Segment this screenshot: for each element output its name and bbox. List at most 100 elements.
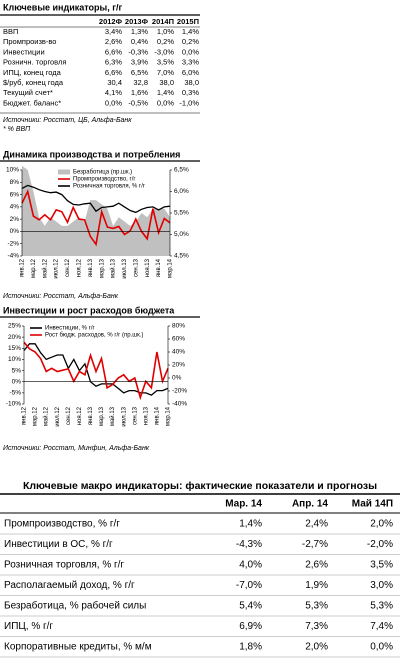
legend-label: Безработица (пр.шк.) (73, 170, 132, 176)
y-tick-label: 5% (12, 367, 22, 374)
x-tick-label: сен.12 (66, 406, 72, 425)
cell: 2,6% (305, 560, 328, 571)
row-label: Располагаемый доход, % г/г (4, 580, 135, 591)
row-label: Розничная торговля, % г/г (4, 560, 124, 571)
col-header: Май 14П (352, 499, 393, 510)
y-tick-label: 8% (10, 179, 20, 186)
legend-swatch (58, 169, 70, 175)
cell: 7,3% (305, 621, 328, 632)
x-tick-label: ноя.12 (77, 258, 83, 277)
x-tick-label: янв.12 (20, 258, 26, 277)
y2-tick-label: 80% (172, 323, 185, 330)
x-tick-label: мар.13 (99, 258, 105, 278)
legend-label: Розничная торговля, % г/г (73, 184, 146, 190)
cell: -2,7% (302, 539, 328, 550)
x-tick-label: май.12 (41, 258, 48, 278)
legend-label: Рост бюдж. расходов, % г/г (пр.шк.) (45, 333, 143, 339)
cell: 2,4% (305, 519, 328, 530)
chart-title: Динамика производства и потребления (3, 149, 180, 159)
y-tick-label: 2% (10, 216, 20, 223)
cell: 0,0% (105, 98, 122, 107)
cell: 1,9% (305, 580, 328, 591)
cell: -3,0% (154, 47, 174, 56)
y-tick-label: 0% (12, 378, 22, 385)
row-label: Инвестиции в ОС, % г/г (4, 539, 113, 550)
cell: 1,3% (131, 27, 148, 36)
y-tick-label: 15% (8, 345, 21, 352)
x-tick-label: янв.13 (88, 406, 94, 425)
y2-tick-label: 40% (172, 349, 185, 356)
cell: 1,4% (157, 88, 174, 97)
x-tick-label: янв.14 (155, 406, 161, 425)
x-tick-label: июл.12 (54, 258, 60, 278)
x-tick-label: июл.13 (121, 406, 127, 426)
x-tick-label: ноя.13 (143, 406, 149, 425)
cell: 0,4% (131, 37, 148, 46)
cell: 1,4% (239, 519, 262, 530)
y2-tick-label: 60% (172, 336, 185, 343)
row-label: Текущий счет* (3, 88, 53, 97)
table2-title: Ключевые макро индикаторы: фактические п… (23, 480, 377, 492)
line (23, 343, 169, 396)
y-tick-label: 6% (10, 191, 20, 198)
cell: 3,4% (105, 27, 122, 36)
row-label: Промпроизв-во (3, 37, 56, 46)
line (21, 189, 171, 247)
y-tick-label: 10% (8, 356, 21, 363)
cell: -4,3% (236, 539, 262, 550)
x-tick-label: мар.14 (168, 258, 174, 278)
row-label: Корпоративные кредиты, % м/м (4, 642, 152, 653)
x-tick-label: ноя.12 (77, 406, 83, 425)
x-tick-label: янв.14 (156, 258, 162, 277)
cell: 6,9% (239, 621, 262, 632)
col-header: Мар. 14 (225, 499, 262, 510)
y2-tick-label: 6,5% (174, 167, 189, 174)
source: Источники: Росстат, Альфа-Банк (3, 293, 119, 300)
row-label: Розничн. торговля (3, 58, 66, 67)
cell: 7,0% (157, 68, 174, 77)
legend-label: Промпроизводство, г/г (73, 177, 136, 183)
col-header: 2014П (152, 17, 174, 26)
x-tick-label: янв.13 (88, 258, 94, 277)
cell: 30,4 (107, 78, 122, 87)
cell: 0,0% (157, 98, 174, 107)
col-header: 2013Ф (125, 17, 149, 26)
row-label: ИПЦ, конец года (3, 68, 62, 77)
cell: 3,3% (182, 58, 199, 67)
row-label: ВВП (3, 27, 18, 36)
cell: -2,0% (367, 539, 393, 550)
x-tick-label: май.12 (43, 406, 50, 426)
col-header: 2015П (177, 17, 199, 26)
cell: 0,3% (182, 88, 199, 97)
cell: -1,0% (179, 98, 199, 107)
cell: 3,9% (131, 58, 148, 67)
cell: 2,0% (305, 642, 328, 653)
row-label: Инвестиции (3, 47, 45, 56)
y2-tick-label: 20% (172, 362, 185, 369)
cell: 38,0 (159, 78, 174, 87)
source: Источники: Росстат, Минфин, Альфа-Банк (3, 445, 150, 452)
cell: 7,4% (370, 621, 393, 632)
y2-tick-label: 4,5% (174, 253, 189, 260)
x-tick-label: сен.13 (132, 406, 138, 425)
cell: 5,3% (305, 601, 328, 612)
cell: 3,5% (157, 58, 174, 67)
cell: 2,6% (105, 37, 122, 46)
y2-tick-label: -40% (172, 401, 187, 408)
cell: 5,4% (239, 601, 262, 612)
y-tick-label: 25% (8, 323, 21, 330)
row-label: Промпроизводство, % г/г (4, 519, 120, 530)
cell: 4,0% (239, 560, 262, 571)
y-tick-label: -10% (6, 401, 21, 408)
cell: 2,0% (370, 519, 393, 530)
y2-tick-label: 5,0% (174, 231, 189, 238)
y-tick-label: -5% (9, 390, 21, 397)
col-header: 2012Ф (99, 17, 123, 26)
source: Источники: Росстат, ЦБ, Альфа-Банк (3, 117, 132, 124)
cell: -7,0% (236, 580, 262, 591)
x-tick-label: май.13 (109, 406, 116, 426)
x-tick-label: мар.14 (166, 406, 172, 426)
y-tick-label: -2% (7, 240, 19, 247)
cell: -0,3% (128, 47, 148, 56)
